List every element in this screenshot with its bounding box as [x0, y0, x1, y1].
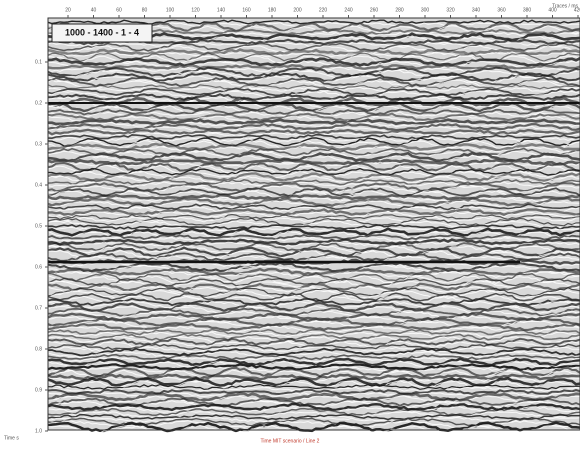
left-tick-label: 0.3	[35, 141, 42, 147]
left-tick-label: 1.0	[35, 428, 42, 434]
left-tick-label: 0.5	[35, 223, 42, 229]
top-tick-label: 400	[548, 7, 557, 13]
left-tick-label: 0.7	[35, 305, 42, 311]
left-tick-label: 0.2	[35, 100, 42, 106]
top-tick-label: 80	[142, 7, 148, 13]
top-tick-label: 20	[65, 7, 71, 13]
top-tick-label: 200	[293, 7, 302, 13]
top-tick-label: 360	[497, 7, 506, 13]
top-tick-label: 240	[344, 7, 353, 13]
top-tick-label: 220	[319, 7, 328, 13]
top-tick-label: 140	[217, 7, 226, 13]
left-tick-label: 0.4	[35, 182, 42, 188]
left-tick-label: 0.8	[35, 346, 42, 352]
top-tick-label: 60	[116, 7, 122, 13]
seismic-view: 1000 - 1400 - 1 - 4 Traces / ms Time MIT…	[0, 0, 580, 447]
top-tick-label: 420	[574, 7, 580, 13]
top-tick-label: 160	[242, 7, 251, 13]
top-tick-label: 100	[166, 7, 175, 13]
corner-label: Time s	[4, 435, 19, 441]
left-tick-label: 0.6	[35, 264, 42, 270]
caption: Time MIT scenario / Line 2	[261, 438, 320, 444]
top-tick-label: 120	[191, 7, 200, 13]
stamp-text: 1000 - 1400 - 1 - 4	[65, 27, 139, 37]
top-tick-label: 340	[472, 7, 481, 13]
top-tick-label: 180	[268, 7, 277, 13]
top-tick-label: 40	[91, 7, 97, 13]
left-tick-label: 0.1	[35, 59, 42, 65]
page: 1000 - 1400 - 1 - 4 Traces / ms Time MIT…	[0, 0, 580, 447]
left-tick-label: 0.9	[35, 387, 42, 393]
top-tick-label: 380	[523, 7, 532, 13]
top-tick-label: 260	[370, 7, 379, 13]
top-tick-label: 300	[421, 7, 430, 13]
top-tick-label: 320	[446, 7, 455, 13]
top-tick-label: 280	[395, 7, 404, 13]
